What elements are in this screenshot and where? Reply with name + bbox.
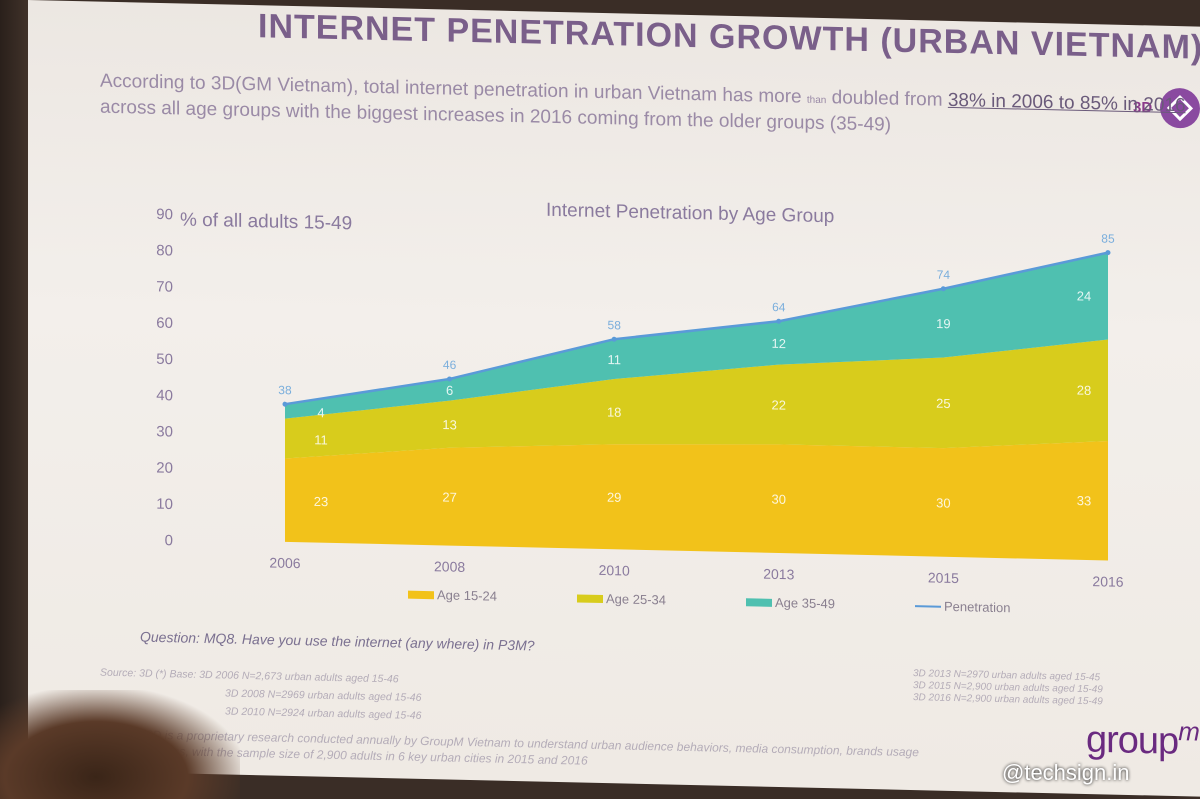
penetration-point [1105, 250, 1111, 256]
penetration-point [282, 401, 288, 407]
legend-label-age-35-49: Age 35-49 [775, 594, 835, 612]
data-label: 12 [772, 336, 786, 351]
penetration-label: 46 [443, 358, 457, 372]
source-notes-right: 3D 2013 N=2970 urban adults aged 15-45 3… [913, 668, 1103, 708]
data-label: 30 [936, 495, 950, 510]
watermark: @techsign.in [1002, 760, 1130, 785]
slide-title: INTERNET PENETRATION GROWTH (URBAN VIETN… [258, 7, 1200, 67]
data-label: 28 [1077, 383, 1091, 398]
legend-swatch-age-35-49 [746, 597, 772, 607]
data-label: 19 [936, 316, 950, 331]
survey-question: Question: MQ8. Have you use the internet… [140, 628, 535, 654]
y-tick-label: 90 [156, 206, 173, 223]
data-label: 22 [772, 397, 786, 412]
penetration-label: 64 [772, 300, 786, 314]
penetration-line [284, 251, 1109, 406]
data-label: 33 [1077, 493, 1091, 508]
legend-swatch-age-15-24 [408, 590, 434, 599]
subtitle-part2: doubled from [831, 87, 943, 111]
penetration-point [611, 336, 617, 342]
y-tick-label: 10 [156, 496, 173, 513]
logo-3d: 3D [1133, 87, 1200, 129]
logo-3d-icon [1160, 87, 1200, 129]
data-label: 30 [772, 492, 786, 507]
data-label: 23 [314, 494, 328, 509]
x-tick-label: 2008 [434, 558, 465, 575]
area-age-15-24 [285, 440, 1108, 561]
data-label: 11 [314, 432, 327, 447]
data-label: 4 [317, 405, 324, 420]
y-tick-label: 60 [156, 315, 173, 332]
legend-item-penetration: Penetration [915, 598, 1011, 615]
y-tick-label: 30 [156, 423, 173, 440]
subtitle-highlight: 38% in 2006 to 85% in 2016 [947, 89, 1186, 117]
penetration-point [776, 318, 782, 324]
penetration-chart: 0 10 20 30 40 50 60 70 80 90 23 27 29 30 30 33 11 13 18 22 2… [156, 206, 1123, 590]
legend-label-penetration: Penetration [944, 598, 1011, 616]
legend-swatch-penetration [915, 604, 941, 608]
y-tick-label: 20 [156, 459, 173, 476]
subtitle-than: than [806, 94, 827, 107]
x-tick-label: 2013 [763, 566, 794, 583]
data-label: 27 [442, 490, 456, 505]
data-label: 6 [446, 383, 453, 398]
legend-swatch-age-25-34 [577, 593, 603, 603]
legend-label-age-25-34: Age 25-34 [606, 591, 666, 608]
legend-item-age-25-34: Age 25-34 [577, 590, 666, 607]
x-tick-label: 2016 [1092, 573, 1123, 590]
groupm-logo-text: group [1086, 718, 1179, 763]
y-tick-label: 40 [156, 387, 173, 404]
y-tick-label: 80 [156, 242, 173, 259]
x-tick-label: 2010 [599, 562, 630, 579]
penetration-point [447, 376, 453, 382]
foreground-hand [0, 690, 240, 799]
data-label: 18 [607, 404, 621, 419]
data-label: 13 [442, 417, 456, 432]
groupm-logo-sup: m [1178, 716, 1199, 747]
groupm-logo: groupm [1086, 714, 1199, 764]
legend-item-age-15-24: Age 15-24 [408, 587, 497, 604]
x-tick-label: 2006 [269, 554, 300, 571]
slide: INTERNET PENETRATION GROWTH (URBAN VIETN… [28, 0, 1200, 797]
penetration-label: 85 [1101, 231, 1115, 245]
y-tick-label: 0 [165, 532, 173, 549]
area-age-25-34 [285, 339, 1108, 459]
data-label: 24 [1077, 288, 1091, 303]
footnote: * 3D is a proprietary research conducted… [138, 726, 919, 776]
data-label: 11 [607, 352, 620, 367]
legend-label-age-15-24: Age 15-24 [437, 587, 497, 604]
penetration-label: 74 [937, 268, 951, 282]
y-tick-label: 50 [156, 351, 173, 368]
area-age-35-49 [285, 252, 1108, 419]
data-label: 29 [607, 490, 621, 505]
penetration-label: 58 [608, 318, 622, 332]
x-tick-label: 2015 [928, 569, 959, 586]
penetration-point [940, 286, 946, 292]
penetration-label: 38 [278, 383, 292, 397]
data-label: 25 [936, 396, 950, 411]
slide-subtitle: According to 3D(GM Vietnam), total inter… [100, 70, 1200, 144]
legend-item-age-35-49: Age 35-49 [746, 594, 835, 611]
y-tick-label: 70 [156, 278, 173, 295]
